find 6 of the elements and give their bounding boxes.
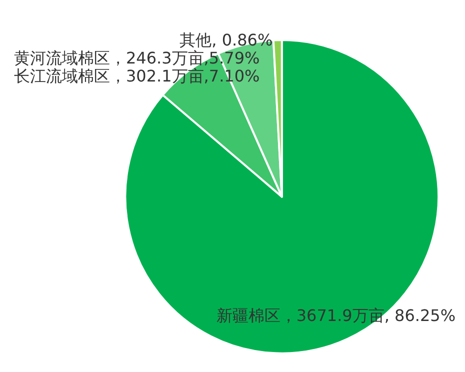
data-label: , 0.86% xyxy=(212,30,273,50)
slice-label: 长江流域棉区 xyxy=(14,66,110,86)
slice-label: 新疆棉区 xyxy=(216,306,280,326)
data-label: ，3671.9万亩, 86.25% xyxy=(280,306,456,326)
slice-label: 黄河流域棉区 xyxy=(14,48,110,68)
slice-label: 其他 xyxy=(180,30,212,50)
